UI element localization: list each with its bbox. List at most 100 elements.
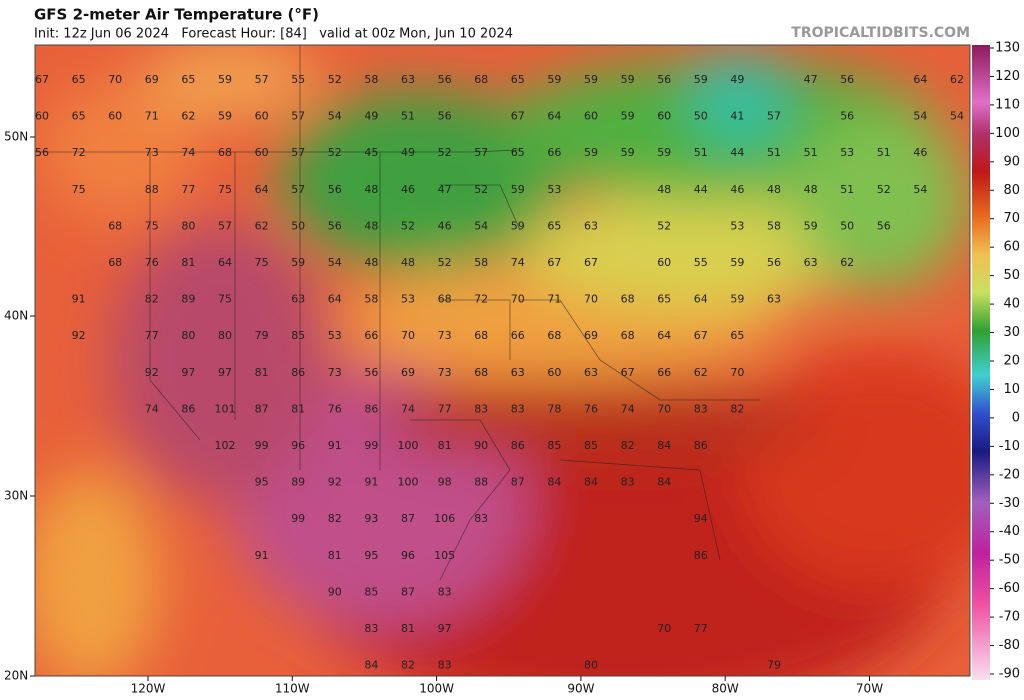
station-temp: 50 bbox=[291, 219, 305, 232]
station-temp: 74 bbox=[621, 402, 635, 415]
station-temp: 63 bbox=[401, 73, 415, 86]
map-frame bbox=[34, 44, 971, 677]
station-temp: 48 bbox=[657, 183, 671, 196]
colorbar-label: -50 bbox=[999, 553, 1020, 568]
station-temp: 75 bbox=[145, 219, 159, 232]
station-temp: 70 bbox=[584, 293, 598, 306]
station-temp: 56 bbox=[767, 256, 781, 269]
station-temp: 86 bbox=[364, 402, 378, 415]
station-temp: 74 bbox=[511, 256, 525, 269]
subtitle: Init: 12z Jun 06 2024 Forecast Hour: [84… bbox=[34, 27, 513, 42]
station-temp: 54 bbox=[328, 256, 342, 269]
station-temp: 87 bbox=[401, 512, 415, 525]
station-temp: 91 bbox=[72, 293, 86, 306]
colorbar-label: 30 bbox=[1003, 325, 1020, 340]
station-temp: 81 bbox=[401, 622, 415, 635]
lat-label: 50N bbox=[4, 130, 28, 144]
station-temp: 74 bbox=[181, 146, 195, 159]
station-temp: 89 bbox=[291, 476, 305, 489]
station-temp: 93 bbox=[364, 512, 378, 525]
station-temp: 80 bbox=[218, 329, 232, 342]
station-temp: 46 bbox=[401, 183, 415, 196]
station-temp: 69 bbox=[584, 329, 598, 342]
lon-label: 90W bbox=[567, 682, 594, 696]
station-temp: 69 bbox=[145, 73, 159, 86]
station-temp: 65 bbox=[547, 219, 561, 232]
station-temp: 101 bbox=[215, 402, 236, 415]
station-temp: 52 bbox=[328, 146, 342, 159]
station-temp: 45 bbox=[364, 146, 378, 159]
station-temp: 99 bbox=[255, 439, 269, 452]
station-temp: 75 bbox=[218, 183, 232, 196]
station-temp: 89 bbox=[181, 293, 195, 306]
colorbar-label: 0 bbox=[1012, 410, 1020, 425]
station-temp: 65 bbox=[181, 73, 195, 86]
station-temp: 60 bbox=[547, 366, 561, 379]
colorbar-label: -40 bbox=[999, 524, 1020, 539]
station-temp: 80 bbox=[181, 219, 195, 232]
station-temp: 49 bbox=[401, 146, 415, 159]
station-temp: 48 bbox=[364, 219, 378, 232]
station-temp: 71 bbox=[145, 110, 159, 123]
station-temp: 51 bbox=[877, 146, 891, 159]
station-temp: 105 bbox=[434, 549, 455, 562]
station-temp: 59 bbox=[621, 73, 635, 86]
lon-label: 70W bbox=[856, 682, 883, 696]
station-temp: 88 bbox=[474, 476, 488, 489]
station-temp: 51 bbox=[840, 183, 854, 196]
station-temp: 74 bbox=[401, 402, 415, 415]
station-temp: 64 bbox=[255, 183, 269, 196]
station-temp: 63 bbox=[767, 293, 781, 306]
station-temp: 95 bbox=[255, 476, 269, 489]
station-temp: 100 bbox=[398, 439, 419, 452]
station-temp: 85 bbox=[291, 329, 305, 342]
station-temp: 79 bbox=[767, 659, 781, 672]
station-temp: 60 bbox=[657, 110, 671, 123]
station-temp: 86 bbox=[511, 439, 525, 452]
station-temp: 88 bbox=[145, 183, 159, 196]
station-temp: 94 bbox=[694, 512, 708, 525]
station-temp: 58 bbox=[767, 219, 781, 232]
colorbar-label: 90 bbox=[1003, 154, 1020, 169]
station-temp: 57 bbox=[767, 110, 781, 123]
station-temp: 68 bbox=[474, 73, 488, 86]
station-temp: 99 bbox=[364, 439, 378, 452]
station-temp: 83 bbox=[694, 402, 708, 415]
colorbar-label: 80 bbox=[1003, 183, 1020, 198]
station-temp: 100 bbox=[398, 476, 419, 489]
station-temp: 49 bbox=[730, 73, 744, 86]
station-temp: 44 bbox=[694, 183, 708, 196]
station-temp: 59 bbox=[218, 110, 232, 123]
lat-label: 40N bbox=[4, 309, 28, 323]
station-temp: 62 bbox=[840, 256, 854, 269]
station-temp: 102 bbox=[215, 439, 236, 452]
station-temp: 58 bbox=[364, 293, 378, 306]
station-temp: 56 bbox=[35, 146, 49, 159]
station-temp: 70 bbox=[108, 73, 122, 86]
station-temp: 76 bbox=[145, 256, 159, 269]
station-temp: 65 bbox=[730, 329, 744, 342]
station-temp: 65 bbox=[72, 73, 86, 86]
station-temp: 67 bbox=[511, 110, 525, 123]
station-temp: 67 bbox=[547, 256, 561, 269]
station-temp: 60 bbox=[255, 110, 269, 123]
station-temp: 59 bbox=[511, 183, 525, 196]
lon-label: 110W bbox=[275, 682, 310, 696]
station-temp: 51 bbox=[767, 146, 781, 159]
station-temp: 84 bbox=[584, 476, 598, 489]
lon-label: 80W bbox=[712, 682, 739, 696]
station-temp: 59 bbox=[584, 146, 598, 159]
station-temp: 81 bbox=[438, 439, 452, 452]
station-temp: 106 bbox=[434, 512, 455, 525]
station-temp: 57 bbox=[291, 110, 305, 123]
station-temp: 90 bbox=[474, 439, 488, 452]
colorbar-label: 130 bbox=[995, 41, 1020, 56]
station-temp: 70 bbox=[401, 329, 415, 342]
station-temp: 68 bbox=[547, 329, 561, 342]
station-temp: 75 bbox=[255, 256, 269, 269]
station-temp: 83 bbox=[474, 512, 488, 525]
station-temp: 87 bbox=[511, 476, 525, 489]
station-temp: 96 bbox=[291, 439, 305, 452]
station-temp: 86 bbox=[694, 549, 708, 562]
station-temp: 52 bbox=[657, 219, 671, 232]
